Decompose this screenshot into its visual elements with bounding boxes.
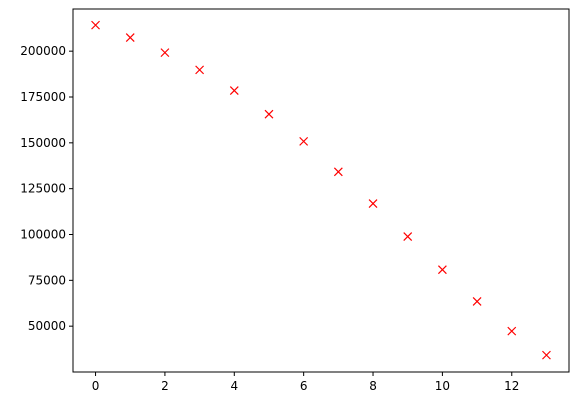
x-tick-label: 2 [161,379,169,393]
plot-frame [72,8,570,373]
x-tick-label: 6 [300,379,308,393]
x-tick-label: 0 [92,379,100,393]
data-point [368,199,378,208]
data-point [195,65,205,75]
x-tick-label: 4 [230,379,238,393]
y-tick-label: 100000 [20,228,66,242]
x-tick-label: 8 [369,379,377,393]
data-point [125,33,135,43]
x-tick-label: 10 [435,379,450,393]
y-tick-label: 175000 [20,90,66,104]
x-tick-label: 12 [504,379,519,393]
data-point [403,232,413,241]
y-tick-label: 200000 [20,44,66,58]
data-point [91,20,100,30]
data-point [507,326,517,336]
data-point [333,167,343,177]
y-tick-label: 50000 [28,319,66,333]
data-point [472,296,482,306]
data-point [299,136,309,146]
data-point [160,48,170,58]
data-points [91,20,551,360]
y-tick-label: 150000 [20,136,66,150]
y-tick-label: 75000 [28,273,66,287]
y-axis: 50000 75000 100000 125000 150000 175000 200000 [20,44,73,333]
data-point [437,265,447,275]
data-point [264,109,274,119]
y-tick-label: 125000 [20,182,66,196]
plot-background [73,9,569,372]
data-point [542,350,551,360]
x-axis: 0 2 4 6 8 10 12 [92,372,519,393]
data-point [229,86,239,96]
